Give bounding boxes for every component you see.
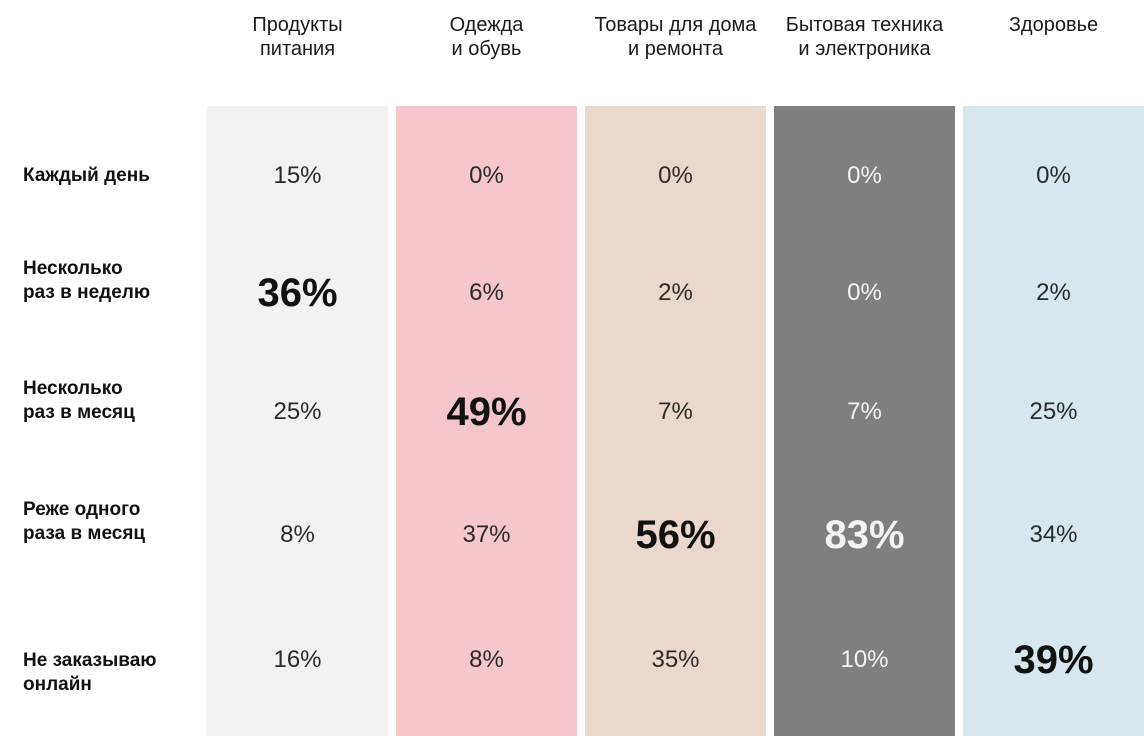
column-background-2 — [396, 106, 577, 736]
value-cell-r4-c5: 34% — [1029, 521, 1078, 548]
row-label-1: Каждый день — [23, 165, 150, 186]
value-cell-r4-c4: 83% — [824, 513, 905, 557]
row-label-5: Не заказываю онлайн — [23, 650, 157, 695]
row-label-3: Несколько раз в месяц — [23, 378, 135, 423]
value-cell-r1-c2: 0% — [469, 162, 504, 189]
column-background-1 — [207, 106, 388, 736]
value-cell-r1-c4: 0% — [847, 162, 882, 189]
value-cell-r5-c3: 35% — [651, 646, 700, 673]
value-cell-r2-c3: 2% — [658, 279, 693, 306]
value-cell-r1-c5: 0% — [1036, 162, 1071, 189]
value-cell-r3-c5: 25% — [1029, 398, 1078, 425]
value-cell-r2-c1: 36% — [257, 271, 338, 315]
column-header-2: Одежда и обувь — [449, 14, 524, 60]
column-header-3: Товары для дома и ремонта — [594, 14, 757, 60]
row-label-4: Реже одного раза в месяц — [23, 499, 146, 544]
value-cell-r4-c1: 8% — [280, 521, 315, 548]
column-background-5 — [963, 106, 1144, 736]
value-cell-r5-c5: 39% — [1013, 638, 1094, 682]
value-cell-r2-c4: 0% — [847, 279, 882, 306]
row-label-2: Несколько раз в неделю — [23, 258, 151, 303]
value-cell-r2-c2: 6% — [469, 279, 504, 306]
value-cell-r4-c2: 37% — [462, 521, 511, 548]
value-cell-r3-c1: 25% — [273, 398, 322, 425]
value-cell-r3-c3: 7% — [658, 398, 693, 425]
column-header-1: Продукты питания — [252, 14, 343, 60]
column-header-4: Бытовая техника и электроника — [785, 14, 944, 60]
column-header-5: Здоровье — [1008, 14, 1099, 36]
column-background-3 — [585, 106, 766, 736]
value-cell-r5-c4: 10% — [840, 646, 889, 673]
value-cell-r5-c2: 8% — [469, 646, 504, 673]
value-cell-r2-c5: 2% — [1036, 279, 1071, 306]
value-cell-r3-c2: 49% — [446, 390, 527, 434]
value-cell-r1-c1: 15% — [273, 162, 322, 189]
value-cell-r3-c4: 7% — [847, 398, 882, 425]
column-background-4 — [774, 106, 955, 736]
value-cell-r4-c3: 56% — [635, 513, 716, 557]
value-cell-r5-c1: 16% — [273, 646, 322, 673]
value-cell-r1-c3: 0% — [658, 162, 693, 189]
